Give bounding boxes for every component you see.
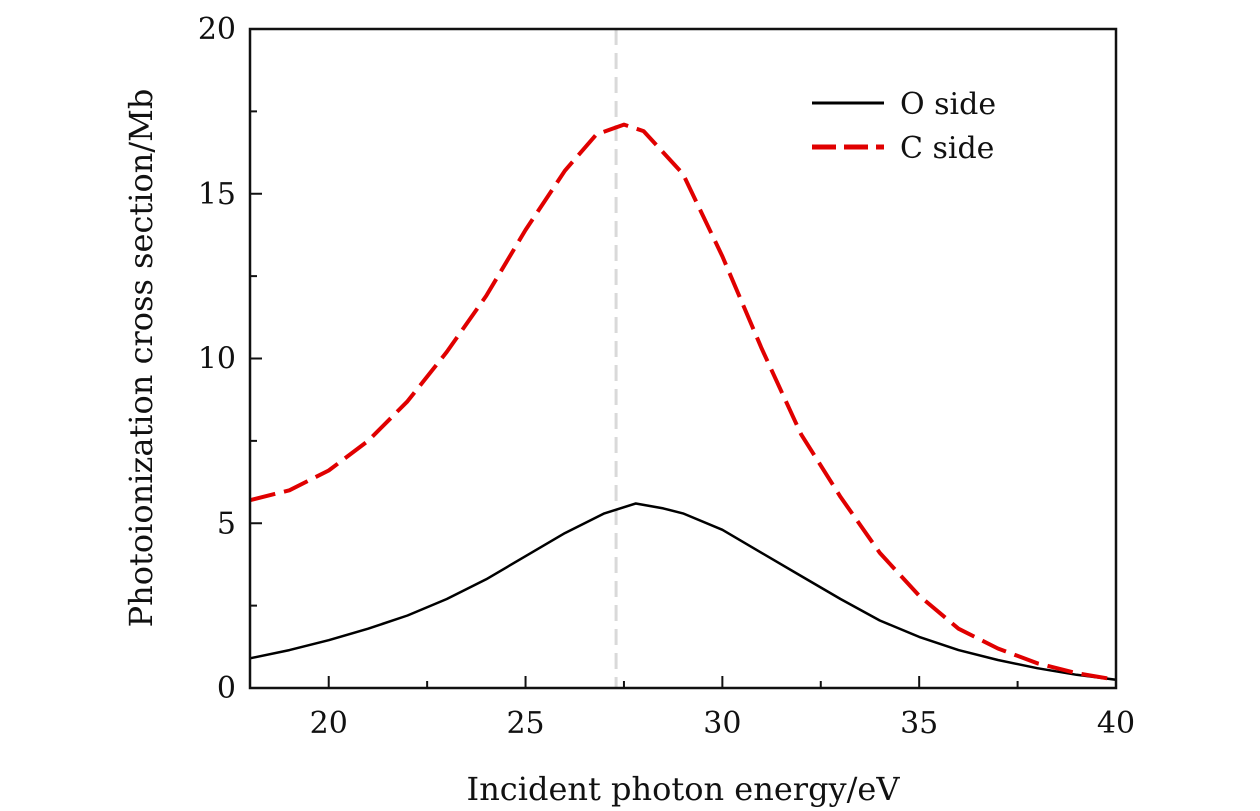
x-tick-label: 30 [703,706,741,741]
y-tick-label: 5 [217,506,236,541]
series-line-c-side [249,122,1117,682]
x-tick-label: 20 [310,706,348,741]
plot-area [248,27,1118,690]
series-line-o-side [249,502,1117,682]
legend: O side C side [812,87,996,166]
x-axis-label: Incident photon energy/eV [467,770,901,808]
x-axis-ticks: 20 25 30 35 40 [310,676,1135,741]
y-tick-label: 15 [198,177,236,212]
plot-frame [248,27,1118,690]
y-tick-label: 10 [198,342,236,377]
x-tick-label: 35 [900,706,938,741]
y-tick-label: 20 [198,12,236,47]
x-tick-label: 40 [1097,706,1135,741]
y-tick-label: 0 [217,671,236,706]
y-axis-ticks: 0 5 10 15 20 [198,12,262,706]
legend-label-o-side: O side [900,87,996,122]
legend-label-c-side: C side [900,131,994,166]
y-axis-label: Photoionization cross section/Mb [122,89,160,628]
x-tick-label: 25 [506,706,544,741]
